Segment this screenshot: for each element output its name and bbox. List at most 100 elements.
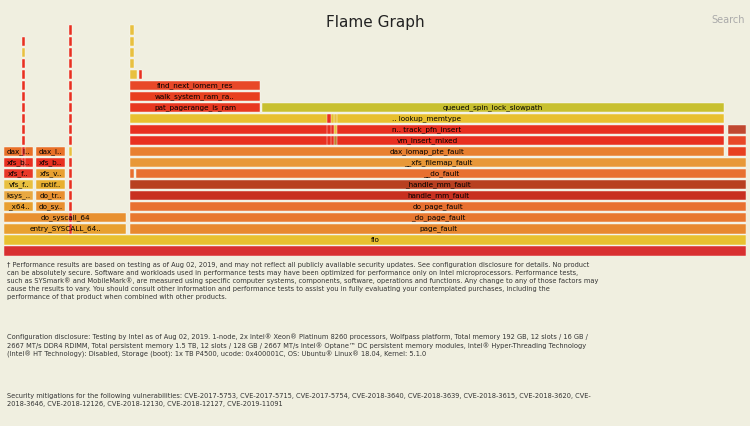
Bar	[69, 202, 72, 211]
Text: vfs_f..: vfs_f..	[8, 181, 29, 188]
Text: fio: fio	[370, 237, 380, 243]
Bar	[130, 81, 260, 90]
Bar	[136, 169, 746, 178]
Bar	[22, 114, 25, 123]
Bar	[69, 103, 72, 112]
Bar	[4, 202, 34, 211]
Bar	[4, 191, 34, 200]
Bar	[22, 37, 25, 46]
Bar	[22, 103, 25, 112]
Bar	[69, 191, 72, 200]
Bar	[69, 48, 72, 57]
Bar	[334, 136, 338, 145]
Bar	[22, 69, 25, 79]
Bar	[36, 191, 65, 200]
Bar	[69, 125, 72, 134]
Bar	[130, 158, 746, 167]
Bar	[130, 37, 134, 46]
Bar	[4, 246, 746, 256]
Bar	[69, 92, 72, 101]
Bar	[130, 59, 134, 68]
Bar	[22, 48, 25, 57]
Bar	[130, 169, 134, 178]
Bar	[36, 202, 65, 211]
Text: xfs_v..: xfs_v..	[39, 170, 62, 177]
Bar	[69, 26, 72, 35]
Text: xfs_f..: xfs_f..	[8, 170, 29, 177]
Text: † Performance results are based on testing as of Aug 02, 2019, and may not refle: † Performance results are based on testi…	[8, 262, 598, 300]
Text: do_syscall_64: do_syscall_64	[40, 214, 90, 221]
Bar	[130, 69, 137, 79]
Bar	[69, 169, 72, 178]
Text: do_sy..: do_sy..	[38, 203, 62, 210]
Text: .. lookup_memtype: .. lookup_memtype	[392, 115, 461, 122]
Text: xfs_b..: xfs_b..	[7, 159, 30, 166]
Text: Flame Graph: Flame Graph	[326, 15, 424, 30]
Bar	[69, 147, 72, 156]
Text: ksys_..: ksys_..	[7, 193, 31, 199]
Text: walk_system_ram_ra..: walk_system_ram_ra..	[155, 93, 235, 100]
Bar	[130, 202, 746, 211]
Bar	[334, 114, 338, 123]
Bar	[69, 114, 72, 123]
Bar	[4, 180, 34, 190]
Bar	[22, 81, 25, 90]
Text: find_next_iomem_res: find_next_iomem_res	[157, 82, 233, 89]
Bar	[36, 147, 65, 156]
Bar	[327, 125, 332, 134]
Bar	[4, 235, 746, 245]
Bar	[22, 92, 25, 101]
Text: queued_spin_lock_slowpath: queued_spin_lock_slowpath	[443, 104, 543, 111]
Bar	[4, 158, 34, 167]
Bar	[69, 59, 72, 68]
Bar	[4, 224, 126, 233]
Bar	[22, 136, 25, 145]
Text: _x64..: _x64..	[8, 203, 29, 210]
Bar	[4, 169, 34, 178]
Text: dax_iomap_pte_fault: dax_iomap_pte_fault	[389, 148, 464, 155]
Text: _do_page_fault: _do_page_fault	[411, 214, 465, 221]
Bar	[334, 125, 338, 134]
Bar	[327, 114, 332, 123]
Bar	[22, 125, 25, 134]
Text: dax_I..: dax_I..	[7, 148, 30, 155]
Bar	[130, 48, 134, 57]
Bar	[22, 158, 25, 167]
Bar	[22, 59, 25, 68]
Text: page_fault: page_fault	[419, 225, 458, 232]
Text: Configuration disclosure: Testing by Intel as of Aug 02, 2019. 1-node, 2x Intel®: Configuration disclosure: Testing by Int…	[8, 333, 588, 358]
Bar	[36, 158, 65, 167]
Bar	[4, 147, 34, 156]
Text: do_page_fault: do_page_fault	[413, 203, 464, 210]
Text: _handle_mm_fault: _handle_mm_fault	[405, 181, 471, 188]
Text: do_tr..: do_tr..	[39, 193, 62, 199]
Bar	[130, 136, 724, 145]
Text: __do_fault: __do_fault	[423, 170, 459, 177]
Bar	[327, 136, 332, 145]
Bar	[130, 213, 746, 222]
Bar	[22, 147, 25, 156]
Text: handle_mm_fault: handle_mm_fault	[407, 193, 470, 199]
Bar	[36, 169, 65, 178]
Bar	[69, 37, 72, 46]
Text: dax_I..: dax_I..	[39, 148, 62, 155]
Bar	[69, 81, 72, 90]
Text: entry_SYSCALL_64..: entry_SYSCALL_64..	[29, 225, 101, 232]
Bar	[728, 147, 746, 156]
Bar	[69, 213, 72, 222]
Bar	[4, 213, 126, 222]
Bar	[130, 224, 746, 233]
Bar	[36, 180, 65, 190]
Text: xfs_b..: xfs_b..	[39, 159, 62, 166]
Bar	[69, 136, 72, 145]
Bar	[262, 103, 724, 112]
Bar	[130, 92, 260, 101]
Bar	[130, 26, 134, 35]
Bar	[728, 125, 746, 134]
Text: __xfs_filemap_fault: __xfs_filemap_fault	[404, 159, 472, 166]
Bar	[69, 180, 72, 190]
Bar	[69, 69, 72, 79]
Bar	[69, 158, 72, 167]
Bar	[130, 125, 724, 134]
Text: pat_pagerange_is_ram: pat_pagerange_is_ram	[154, 104, 236, 111]
